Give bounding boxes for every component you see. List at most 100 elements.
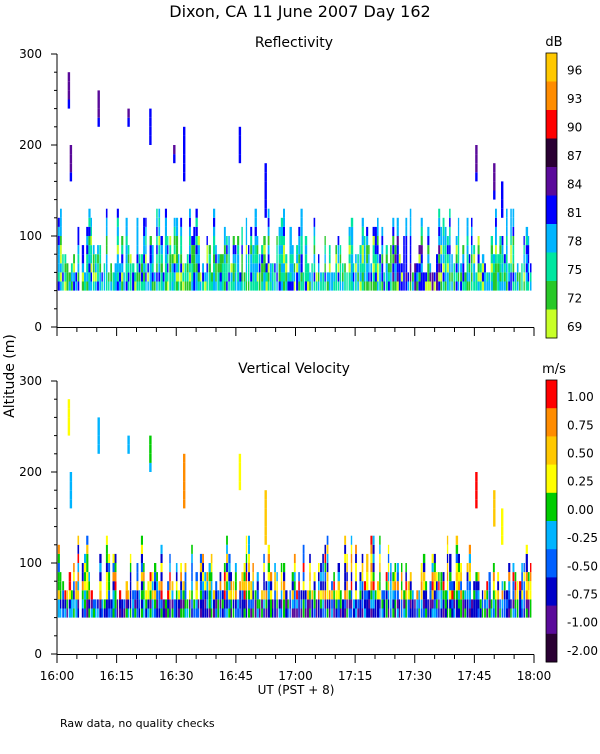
y-tick-label: 300: [19, 47, 42, 61]
plume-2: [97, 435, 100, 445]
colorbar-label: 81: [567, 206, 582, 220]
reflectivity-colorbar: 96 93 90 87 84 81 78 75 72 69 dB: [545, 35, 582, 339]
colorbar-swatch: [546, 549, 557, 578]
plume-3: [127, 435, 130, 445]
x-tick-label: 17:30: [397, 669, 432, 683]
colorbar-swatch: [546, 110, 557, 139]
colorbar-label: 93: [567, 92, 582, 106]
plume-11: [501, 181, 504, 191]
x-tick-label: 17:45: [457, 669, 492, 683]
colorbar-label: -0.25: [567, 531, 598, 545]
plume-4: [149, 435, 152, 445]
colorbar-swatch: [546, 577, 557, 607]
x-tick-label: 17:00: [278, 669, 313, 683]
plume-6: [183, 145, 186, 155]
plume-9: [493, 499, 496, 509]
y-tick-label: 0: [34, 320, 42, 334]
x-tick-label: 16:45: [219, 669, 254, 683]
plume-6: [183, 154, 186, 164]
plume-2: [97, 444, 100, 454]
plume-1: [69, 163, 73, 173]
plume-9: [493, 508, 496, 518]
plume-5: [183, 481, 186, 491]
plume-8: [264, 181, 267, 191]
plume-0: [67, 408, 71, 418]
plume-2: [97, 90, 100, 100]
colorbar-label: -1.00: [567, 616, 598, 630]
colorbar-unit: dB: [545, 35, 562, 50]
plume-0: [67, 426, 71, 436]
plume-7: [264, 535, 267, 545]
plume-4: [149, 453, 152, 463]
footnote: Raw data, no quality checks: [60, 717, 215, 730]
plume-8: [475, 472, 478, 482]
plume-10: [501, 535, 504, 545]
colorbar-swatch: [546, 380, 557, 409]
plume-6: [238, 481, 242, 491]
plume-8: [475, 499, 478, 509]
plume-3: [127, 117, 130, 127]
colorbar-label: 72: [567, 291, 582, 305]
colorbar-swatch: [546, 633, 557, 663]
plume-1: [69, 172, 73, 182]
x-tick-label: 18:00: [517, 669, 552, 683]
plume-9: [493, 517, 496, 527]
plume-5: [173, 145, 176, 155]
y-tick-label: 0: [34, 647, 42, 661]
plume-0: [67, 99, 71, 109]
plume-11: [501, 208, 504, 218]
plume-10: [501, 517, 504, 527]
plume-6: [183, 172, 186, 182]
colorbar-unit: m/s: [542, 362, 566, 377]
plume-7: [264, 490, 267, 500]
colorbar-swatch: [546, 195, 557, 225]
colorbar-label: 0.00: [567, 503, 594, 517]
colorbar-border: [545, 379, 558, 663]
plume-2: [97, 108, 100, 118]
plume-6: [238, 472, 242, 482]
plume-1: [69, 490, 73, 500]
y-tick-label: 300: [19, 374, 42, 388]
colorbar-border: [545, 52, 558, 339]
colorbar-swatch: [546, 408, 557, 437]
plume-9: [493, 490, 496, 500]
plume-0: [67, 81, 71, 91]
plume-8: [264, 172, 267, 182]
reflectivity-panel: 0 100 200 300 96 93 90 87 84 81 78 75 72 69 dB: [19, 35, 582, 339]
colorbar-label: 69: [567, 320, 582, 334]
colorbar-label: 87: [567, 149, 582, 163]
plume-2: [97, 417, 100, 427]
colorbar-label: 0.25: [567, 475, 594, 489]
plume-1: [69, 472, 73, 482]
colorbar-label: 90: [567, 120, 582, 134]
plume-11: [501, 199, 504, 209]
colorbar-swatch: [546, 81, 557, 111]
plume-10: [501, 526, 504, 536]
plume-4: [149, 135, 152, 145]
x-axis-label: UT (PST + 8): [258, 683, 335, 697]
plume-8: [475, 481, 478, 491]
plume-6: [238, 453, 242, 463]
plume-10: [493, 163, 496, 173]
plume-5: [173, 154, 176, 164]
colorbar-label: 96: [567, 63, 582, 77]
velocity-echo-field: [57, 399, 532, 618]
plume-4: [149, 462, 152, 472]
plume-2: [97, 426, 100, 436]
plume-3: [127, 444, 130, 454]
x-tick-label: 16:00: [40, 669, 75, 683]
colorbar-swatch: [546, 138, 557, 168]
plume-2: [97, 117, 100, 127]
plume-8: [264, 190, 267, 200]
plume-3: [127, 108, 130, 118]
colorbar-label: 0.75: [567, 418, 594, 432]
plume-4: [149, 444, 152, 454]
colorbar-label: 75: [567, 263, 582, 277]
colorbar-swatch: [546, 521, 557, 550]
plume-9: [475, 145, 478, 155]
plume-0: [67, 417, 71, 427]
plume-6: [238, 462, 242, 472]
plume-9: [475, 163, 478, 173]
plume-4: [149, 126, 152, 136]
figure-title: Dixon, CA 11 June 2007 Day 162: [169, 2, 430, 21]
